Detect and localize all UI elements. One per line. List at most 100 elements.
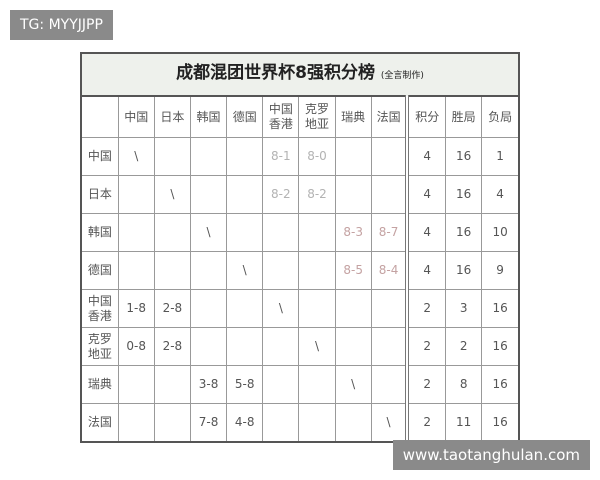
score-cell: 8-2 [298, 175, 336, 214]
table-row: 德国 \ 8-5 8-4 4 16 9 [80, 251, 520, 290]
score-cell: 8-3 [334, 213, 372, 252]
losses: 16 [481, 403, 520, 443]
wins: 16 [445, 175, 483, 214]
wins: 16 [445, 213, 483, 252]
score-cell [226, 175, 264, 214]
score-cell: \ [117, 137, 155, 176]
wins: 3 [445, 289, 483, 328]
score-cell: 4-8 [226, 403, 264, 443]
row-label: 法国 [80, 403, 119, 443]
score-cell [189, 175, 228, 214]
score-cell: 3-8 [189, 365, 228, 404]
column-header: 中国 [117, 95, 155, 138]
score-cell [226, 213, 264, 252]
row-label: 中国 [80, 137, 119, 176]
score-cell: 8-0 [298, 137, 336, 176]
score-cell [189, 137, 228, 176]
score-cell [298, 213, 336, 252]
losses: 16 [481, 289, 520, 328]
points: 4 [405, 175, 447, 214]
score-cell [370, 289, 408, 328]
score-cell: 8-5 [334, 251, 372, 290]
title-cell: 成都混团世界杯8强积分榜 (全言制作) [80, 52, 520, 97]
points: 2 [405, 289, 447, 328]
score-cell: 2-8 [153, 327, 191, 366]
score-cell [334, 327, 372, 366]
corner-cell [80, 95, 119, 138]
score-cell: \ [153, 175, 191, 214]
watermark: TG: MYYJJPP [10, 10, 113, 40]
table-row: 日本 \ 8-2 8-2 4 16 4 [80, 175, 520, 214]
column-header: 克罗 地亚 [298, 95, 336, 138]
score-cell [226, 327, 264, 366]
table-row: 瑞典 3-8 5-8 \ 2 8 16 [80, 365, 520, 404]
column-header: 韩国 [189, 95, 228, 138]
score-cell [262, 213, 300, 252]
row-label: 德国 [80, 251, 119, 290]
score-cell: 5-8 [226, 365, 264, 404]
table-row: 韩国 \ 8-3 8-7 4 16 10 [80, 213, 520, 252]
score-cell [370, 365, 408, 404]
title: 成都混团世界杯8强积分榜 [176, 62, 375, 83]
column-header: 负局 [481, 95, 520, 138]
score-cell [153, 137, 191, 176]
score-cell: \ [262, 289, 300, 328]
column-header: 德国 [226, 95, 264, 138]
losses: 10 [481, 213, 520, 252]
row-label: 克罗 地亚 [80, 327, 119, 366]
score-cell [189, 327, 228, 366]
score-cell [370, 137, 408, 176]
points: 4 [405, 213, 447, 252]
column-header: 胜局 [445, 95, 483, 138]
row-label: 韩国 [80, 213, 119, 252]
column-header: 法国 [370, 95, 408, 138]
header-row: 中国 日本 韩国 德国 中国 香港 克罗 地亚 瑞典 法国 积分 胜局 负局 [80, 95, 520, 138]
score-cell [153, 251, 191, 290]
score-cell [298, 365, 336, 404]
score-cell [189, 251, 228, 290]
row-label: 日本 [80, 175, 119, 214]
score-cell [262, 365, 300, 404]
losses: 9 [481, 251, 520, 290]
table-row: 中国 香港 1-8 2-8 \ 2 3 16 [80, 289, 520, 328]
score-cell: 7-8 [189, 403, 228, 443]
score-cell: \ [370, 403, 408, 443]
score-cell [262, 251, 300, 290]
losses: 16 [481, 365, 520, 404]
score-cell [334, 175, 372, 214]
score-cell [262, 327, 300, 366]
score-cell [226, 137, 264, 176]
column-header: 中国 香港 [262, 95, 300, 138]
column-header: 瑞典 [334, 95, 372, 138]
score-cell: 2-8 [153, 289, 191, 328]
score-cell [117, 251, 155, 290]
points: 4 [405, 251, 447, 290]
standings-table: 成都混团世界杯8强积分榜 (全言制作) 中国 日本 韩国 德国 中国 香港 克罗 地亚 瑞典… [80, 52, 520, 443]
row-label: 中国 香港 [80, 289, 119, 328]
score-cell [226, 289, 264, 328]
score-cell: 1-8 [117, 289, 155, 328]
score-cell [117, 403, 155, 443]
losses: 1 [481, 137, 520, 176]
row-label: 瑞典 [80, 365, 119, 404]
score-cell: 8-1 [262, 137, 300, 176]
score-cell [117, 175, 155, 214]
score-cell [334, 403, 372, 443]
table-row: 法国 7-8 4-8 \ 2 11 16 [80, 403, 520, 443]
score-cell [334, 137, 372, 176]
score-cell [153, 213, 191, 252]
score-cell: \ [226, 251, 264, 290]
score-cell [334, 289, 372, 328]
points: 2 [405, 365, 447, 404]
wins: 16 [445, 251, 483, 290]
losses: 4 [481, 175, 520, 214]
table-row: 克罗 地亚 0-8 2-8 \ 2 2 16 [80, 327, 520, 366]
score-cell: 8-7 [370, 213, 408, 252]
score-cell [262, 403, 300, 443]
column-header: 日本 [153, 95, 191, 138]
score-cell [298, 251, 336, 290]
losses: 16 [481, 327, 520, 366]
score-cell [189, 289, 228, 328]
score-cell: 8-2 [262, 175, 300, 214]
